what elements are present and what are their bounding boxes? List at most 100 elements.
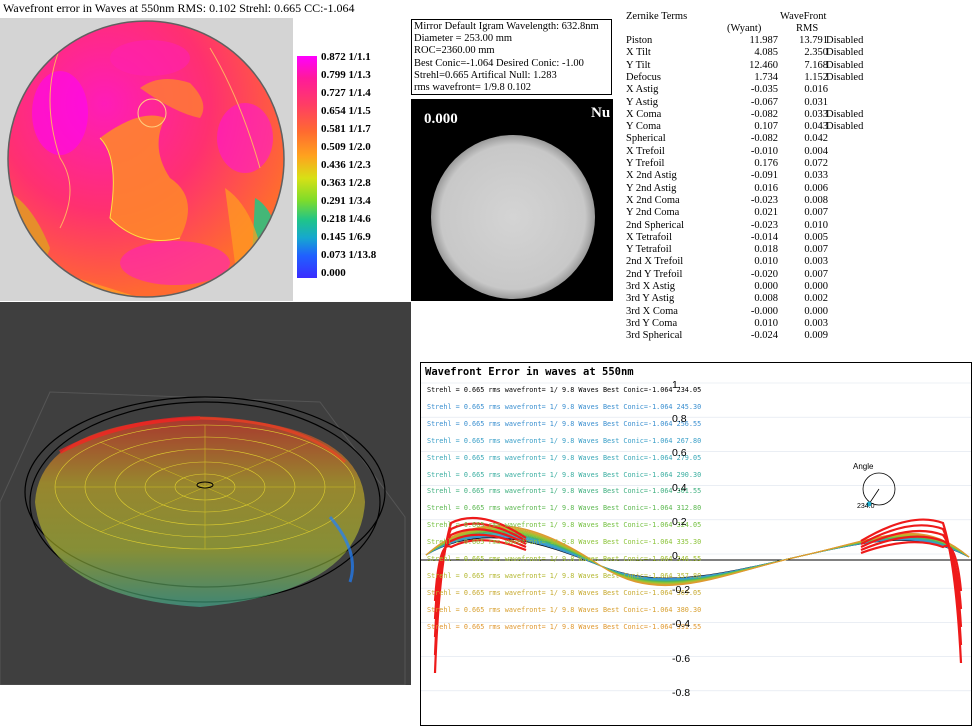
- zernike-col-rms: RMS: [796, 23, 819, 34]
- zernike-rms: 0.033: [804, 108, 828, 120]
- zernike-rms: 0.002: [804, 293, 828, 305]
- profile-edge-curve: [860, 529, 963, 628]
- zernike-rms: 0.000: [804, 305, 828, 317]
- zernike-rms: 0.006: [804, 182, 828, 194]
- zernike-col-wavefront: WaveFront: [780, 11, 827, 22]
- y-tick-label: -0.6: [672, 652, 691, 665]
- legend-label: 0.291 1/3.4: [321, 195, 371, 207]
- zernike-wyant: -0.035: [750, 84, 778, 96]
- zernike-rms: 1.152: [804, 71, 828, 83]
- zernike-wyant: -0.082: [750, 108, 778, 120]
- angle-handle: [866, 501, 872, 507]
- zernike-status[interactable]: Disabled: [826, 71, 864, 83]
- legend-label: 0.509 1/2.0: [321, 141, 371, 153]
- legend-label: 0.218 1/4.6: [321, 213, 371, 225]
- zernike-name: Spherical: [626, 133, 666, 145]
- legend-label: 0.727 1/1.4: [321, 87, 371, 99]
- y-tick-label: 0.8: [672, 413, 687, 426]
- zernike-status[interactable]: Disabled: [826, 59, 864, 71]
- zernike-rms: 0.007: [804, 244, 828, 256]
- zernike-wyant: -0.024: [750, 330, 778, 342]
- zernike-name: Y Tilt: [626, 59, 651, 71]
- zernike-name: Y 2nd Astig: [626, 182, 677, 194]
- profile-edge-curve: [433, 533, 527, 620]
- y-tick-label: 0.4: [672, 481, 687, 494]
- zernike-name: Y 2nd Coma: [626, 207, 680, 219]
- color-scale-legend: 0.872 1/1.1 0.799 1/1.3 0.727 1/1.4 0.65…: [297, 51, 417, 286]
- profile-edge-curve: [433, 528, 527, 638]
- profile-legend-line: Strehl = 0.665 rms wavefront= 1/ 9.8 Wav…: [427, 436, 702, 445]
- zernike-name: X Tetrafoil: [626, 231, 673, 243]
- zernike-wyant: -0.023: [750, 219, 778, 231]
- legend-label: 0.654 1/1.5: [321, 105, 371, 117]
- zernike-name: 3rd Spherical: [626, 330, 683, 342]
- zernike-name: 3rd X Coma: [626, 305, 678, 317]
- zernike-status[interactable]: Disabled: [826, 47, 864, 59]
- zernike-name: Y Trefoil: [626, 158, 665, 169]
- profile-legend-line: Strehl = 0.665 rms wavefront= 1/ 9.8 Wav…: [427, 386, 702, 394]
- profile-legend-line: Strehl = 0.665 rms wavefront= 1/ 9.8 Wav…: [427, 538, 702, 547]
- zernike-wyant: 0.107: [754, 121, 778, 133]
- zernike-wyant: 0.010: [754, 317, 778, 329]
- profile-legend-line: Strehl = 0.665 rms wavefront= 1/ 9.8 Wav…: [427, 555, 702, 563]
- profile-legend-line: Strehl = 0.665 rms wavefront= 1/ 9.8 Wav…: [427, 419, 702, 428]
- zernike-status[interactable]: Disabled: [826, 121, 864, 133]
- legend-label: 0.799 1/1.3: [321, 69, 371, 81]
- igram-value-label: 0.000: [424, 111, 458, 127]
- profile-legend-line: Strehl = 0.665 rms wavefront= 1/ 9.8 Wav…: [427, 521, 702, 530]
- profile-legend-line: Strehl = 0.665 rms wavefront= 1/ 9.8 Wav…: [427, 453, 702, 462]
- zernike-name: X 2nd Astig: [626, 170, 677, 182]
- zernike-name: 2nd X Trefoil: [626, 256, 684, 268]
- profile-legend-line: Strehl = 0.665 rms wavefront= 1/ 9.8 Wav…: [427, 470, 702, 479]
- profile-edge-curve: [860, 524, 963, 646]
- info-line: Mirror Default Igram Wavelength: 632.8nm: [414, 21, 599, 32]
- zernike-rms: 0.016: [804, 84, 828, 96]
- legend-label: 0.363 1/2.8: [321, 177, 371, 189]
- zernike-wyant: -0.023: [750, 194, 778, 206]
- zernike-rms: 0.005: [804, 231, 828, 243]
- zernike-rms: 0.007: [804, 268, 828, 280]
- zernike-rms: 0.008: [804, 194, 828, 206]
- igram-view[interactable]: [411, 99, 613, 301]
- zernike-wyant: -0.067: [750, 96, 778, 108]
- profile-edge-curve: [433, 539, 527, 602]
- angle-needle: [868, 488, 880, 505]
- zernike-rms: 0.004: [804, 145, 828, 157]
- profile-legend-line: Strehl = 0.665 rms wavefront= 1/ 9.8 Wav…: [427, 571, 702, 580]
- profile-edge-curve: [860, 541, 963, 592]
- zernike-rms: 0.007: [804, 207, 828, 219]
- zernike-name: 3rd Y Astig: [626, 293, 675, 305]
- zernike-rms: 0.043: [804, 121, 828, 133]
- color-scale-bar: [297, 56, 317, 278]
- info-line: Strehl=0.665 Artifical Null: 1.283: [414, 69, 557, 81]
- zernike-name: Y Tetrafoil: [626, 244, 672, 256]
- zernike-status[interactable]: Disabled: [826, 35, 864, 46]
- 3d-surface-view[interactable]: [0, 302, 411, 685]
- wavefront-contour-map[interactable]: [0, 18, 293, 301]
- profile-legend-line: Strehl = 0.665 rms wavefront= 1/ 9.8 Wav…: [427, 487, 702, 496]
- zernike-wyant: -0.010: [750, 145, 778, 157]
- zernike-wyant: 1.734: [754, 71, 778, 83]
- zernike-wyant: 0.176: [754, 158, 778, 169]
- zernike-rms: 0.072: [804, 158, 828, 169]
- zernike-name: Defocus: [626, 71, 661, 83]
- y-tick-label: 0.2: [672, 515, 687, 528]
- profile-legend-line: Strehl = 0.665 rms wavefront= 1/ 9.8 Wav…: [427, 402, 702, 411]
- legend-label: 0.581 1/1.7: [321, 123, 371, 135]
- zernike-name: 2nd Spherical: [626, 219, 685, 231]
- zernike-name: X Tilt: [626, 47, 651, 59]
- legend-label: 0.000: [321, 267, 346, 279]
- y-tick-label: -0.4: [672, 618, 691, 631]
- info-line: Diameter = 253.00 mm: [414, 33, 513, 45]
- igram-null-label: Nu: [591, 105, 611, 121]
- zernike-wyant: 0.008: [754, 293, 778, 305]
- zernike-rms: 0.003: [804, 317, 828, 329]
- zernike-name: Y Astig: [626, 96, 658, 108]
- info-line: ROC=2360.00 mm: [414, 45, 495, 57]
- y-tick-label: -0.8: [672, 686, 691, 699]
- zernike-status[interactable]: Disabled: [826, 108, 864, 120]
- zernike-wyant: 0.010: [754, 256, 778, 268]
- profile-plot[interactable]: [420, 362, 972, 726]
- zernike-wyant: 11.987: [749, 35, 779, 46]
- zernike-rms: 0.003: [804, 256, 828, 268]
